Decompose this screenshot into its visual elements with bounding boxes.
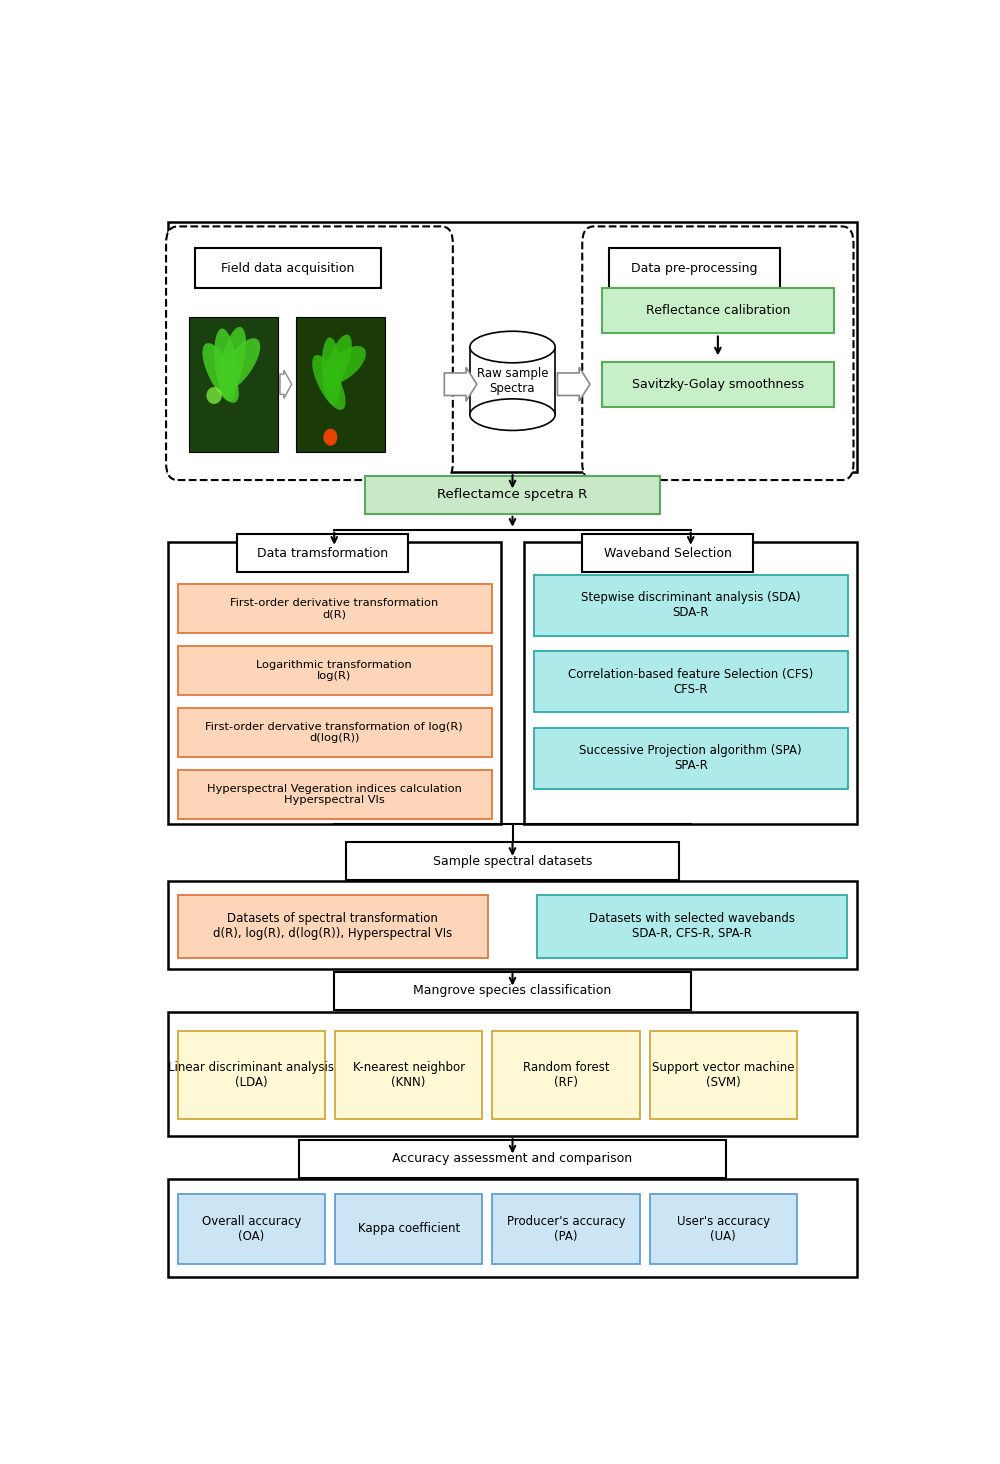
Text: Kappa coefficient: Kappa coefficient [358,1222,460,1236]
FancyBboxPatch shape [492,1193,640,1263]
Text: K-nearest neighbor
(KNN): K-nearest neighbor (KNN) [353,1061,465,1089]
Text: Datasets of spectral transformation
d(R), log(R), d(log(R)), Hyperspectral VIs: Datasets of spectral transformation d(R)… [213,912,452,940]
FancyArrow shape [444,367,477,401]
Text: Datasets with selected wavebands
SDA-R, CFS-R, SPA-R: Datasets with selected wavebands SDA-R, … [589,912,795,940]
FancyBboxPatch shape [189,316,278,452]
Ellipse shape [219,326,246,397]
FancyBboxPatch shape [178,584,492,634]
FancyBboxPatch shape [346,842,679,880]
Text: Sample spectral datasets: Sample spectral datasets [433,855,592,868]
Text: Logarithmic transformation
log(R): Logarithmic transformation log(R) [256,660,412,681]
Text: Mangrove species classification: Mangrove species classification [413,984,612,997]
Ellipse shape [322,338,341,406]
Ellipse shape [323,346,366,385]
FancyBboxPatch shape [195,247,381,288]
Text: Reflectance calibration: Reflectance calibration [646,305,790,318]
FancyBboxPatch shape [492,1031,640,1118]
Text: Overall accuracy
(OA): Overall accuracy (OA) [202,1215,301,1243]
FancyBboxPatch shape [168,881,857,969]
FancyBboxPatch shape [534,575,848,635]
Text: Successive Projection algorithm (SPA)
SPA-R: Successive Projection algorithm (SPA) SP… [579,745,802,773]
Ellipse shape [323,334,352,395]
Ellipse shape [219,338,260,391]
FancyBboxPatch shape [335,1193,482,1263]
Ellipse shape [202,343,239,403]
Ellipse shape [470,398,555,430]
FancyArrow shape [557,367,590,401]
FancyBboxPatch shape [178,646,492,695]
FancyBboxPatch shape [178,895,488,957]
Text: Support vector machine
(SVM): Support vector machine (SVM) [652,1061,795,1089]
FancyBboxPatch shape [166,227,453,480]
FancyBboxPatch shape [534,651,848,713]
FancyBboxPatch shape [534,728,848,789]
FancyBboxPatch shape [178,1031,325,1118]
FancyBboxPatch shape [168,223,857,473]
Text: Random forest
(RF): Random forest (RF) [523,1061,609,1089]
FancyBboxPatch shape [602,362,834,407]
Ellipse shape [214,328,237,401]
Text: First-order dervative transformation of log(R)
d(log(R)): First-order dervative transformation of … [205,722,463,744]
FancyBboxPatch shape [168,542,501,824]
FancyBboxPatch shape [470,347,555,414]
FancyBboxPatch shape [168,1012,857,1136]
Ellipse shape [470,331,555,363]
FancyArrow shape [280,370,292,398]
Text: Correlation-based feature Selection (CFS)
CFS-R: Correlation-based feature Selection (CFS… [568,668,813,695]
FancyBboxPatch shape [335,1031,482,1118]
FancyBboxPatch shape [365,476,660,514]
Ellipse shape [206,386,222,404]
Text: Reflectamce spcetra R: Reflectamce spcetra R [437,488,588,501]
FancyBboxPatch shape [334,972,691,1010]
Text: Data tramsformation: Data tramsformation [257,548,388,559]
FancyBboxPatch shape [237,534,408,572]
Text: User's accuracy
(UA): User's accuracy (UA) [677,1215,770,1243]
FancyBboxPatch shape [299,1139,726,1179]
Text: Savitzky-Golay smoothness: Savitzky-Golay smoothness [632,378,804,391]
FancyBboxPatch shape [609,247,780,288]
Text: Linear discriminant analysis
(LDA): Linear discriminant analysis (LDA) [168,1061,334,1089]
FancyBboxPatch shape [524,542,857,824]
Text: First-order derivative transformation
d(R): First-order derivative transformation d(… [230,597,438,619]
FancyBboxPatch shape [537,895,847,957]
Ellipse shape [323,429,337,445]
Text: Accuracy assessment and comparison: Accuracy assessment and comparison [392,1152,633,1165]
Text: Raw sample
Spectra: Raw sample Spectra [477,367,548,395]
Text: Field data acquisition: Field data acquisition [221,262,354,275]
Ellipse shape [312,354,346,410]
Text: Hyperspectral Vegeration indices calculation
Hyperspectral VIs: Hyperspectral Vegeration indices calcula… [207,783,462,805]
FancyBboxPatch shape [296,316,385,452]
Text: Stepwise discriminant analysis (SDA)
SDA-R: Stepwise discriminant analysis (SDA) SDA… [581,591,801,619]
Text: Waveband Selection: Waveband Selection [604,548,731,559]
FancyBboxPatch shape [650,1193,797,1263]
FancyBboxPatch shape [168,1179,857,1277]
FancyBboxPatch shape [602,288,834,334]
Text: Data pre-processing: Data pre-processing [631,262,758,275]
FancyBboxPatch shape [650,1031,797,1118]
FancyBboxPatch shape [178,1193,325,1263]
FancyBboxPatch shape [178,770,492,820]
FancyBboxPatch shape [582,534,753,572]
FancyBboxPatch shape [178,707,492,757]
Text: Producer's accuracy
(PA): Producer's accuracy (PA) [507,1215,625,1243]
FancyBboxPatch shape [582,227,854,480]
